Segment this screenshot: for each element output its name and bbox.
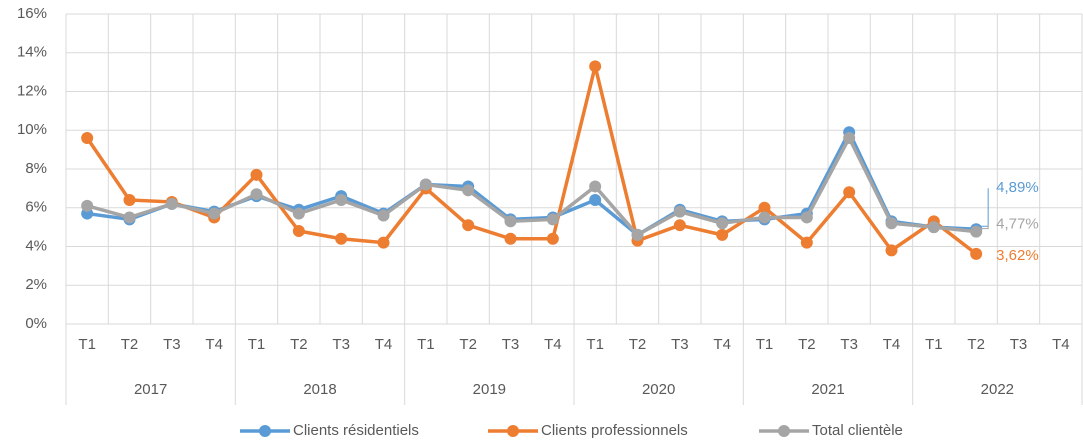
- data-point: [250, 168, 263, 181]
- data-point: [504, 215, 517, 228]
- data-point: [800, 236, 813, 249]
- y-tick-label: 10%: [17, 121, 47, 138]
- data-point: [758, 211, 771, 224]
- x-group-label: 2019: [473, 381, 506, 398]
- x-tick-label: T4: [375, 336, 393, 353]
- x-tick-label: T4: [544, 336, 562, 353]
- data-label: 4,77%: [996, 216, 1039, 233]
- data-point: [292, 225, 305, 237]
- data-label: 4,89%: [996, 179, 1039, 196]
- data-point: [504, 232, 517, 245]
- data-point: [292, 207, 305, 220]
- x-group-label: 2022: [981, 381, 1014, 398]
- x-tick-label: T4: [205, 336, 223, 353]
- data-point: [377, 209, 390, 222]
- data-point: [462, 219, 475, 232]
- data-point: [123, 211, 136, 224]
- x-tick-label: T2: [121, 336, 139, 353]
- data-point: [81, 132, 94, 144]
- data-point: [673, 219, 686, 232]
- data-point: [885, 217, 898, 230]
- y-tick-label: 14%: [17, 44, 47, 61]
- x-tick-label: T2: [798, 336, 816, 353]
- x-group-label: 2020: [642, 381, 675, 398]
- data-point: [335, 194, 348, 206]
- legend-label: Total clientèle: [812, 422, 903, 439]
- data-point: [885, 244, 898, 257]
- series-line: [85, 64, 978, 256]
- legend-label: Clients professionnels: [541, 422, 688, 439]
- x-group-label: 2021: [811, 381, 844, 398]
- leader-line: [980, 224, 989, 230]
- data-point: [673, 205, 686, 218]
- x-tick-label: T1: [78, 336, 96, 353]
- x-tick-label: T4: [713, 336, 731, 353]
- x-tick-label: T1: [248, 336, 266, 353]
- data-point: [589, 180, 602, 193]
- y-tick-label: 4%: [25, 237, 47, 254]
- data-point: [81, 199, 94, 212]
- data-point: [419, 178, 432, 191]
- x-tick-label: T2: [459, 336, 477, 353]
- data-point: [970, 247, 983, 260]
- data-point: [335, 232, 348, 245]
- data-point: [716, 228, 729, 241]
- x-tick-label: T1: [756, 336, 774, 353]
- data-point: [377, 236, 390, 249]
- data-point: [546, 232, 559, 245]
- x-tick-label: T3: [671, 336, 689, 353]
- data-point: [631, 228, 644, 241]
- data-point: [589, 60, 602, 73]
- data-point: [758, 201, 771, 214]
- legend-label: Clients résidentiels: [293, 422, 419, 439]
- data-point: [800, 211, 813, 224]
- x-tick-label: T1: [417, 336, 435, 353]
- series-line: [86, 136, 977, 237]
- y-tick-label: 6%: [25, 199, 47, 216]
- x-group-label: 2017: [134, 381, 167, 398]
- legend-marker: [259, 425, 271, 437]
- y-tick-label: 2%: [25, 276, 47, 293]
- x-tick-label: T3: [1010, 336, 1028, 353]
- x-tick-label: T4: [1052, 336, 1070, 353]
- x-tick-label: T2: [629, 336, 647, 353]
- legend-marker: [778, 425, 790, 437]
- legend-marker: [507, 425, 519, 437]
- x-group-label: 2018: [303, 381, 336, 398]
- data-point: [589, 194, 602, 206]
- data-point: [927, 221, 940, 234]
- x-tick-label: T3: [163, 336, 181, 353]
- x-tick-label: T3: [840, 336, 858, 353]
- y-tick-label: 12%: [17, 82, 47, 99]
- data-point: [208, 207, 221, 220]
- data-point: [165, 197, 178, 210]
- x-tick-label: T1: [925, 336, 943, 353]
- data-point: [970, 225, 983, 238]
- x-tick-label: T1: [586, 336, 604, 353]
- data-point: [250, 188, 263, 201]
- y-tick-label: 8%: [25, 160, 47, 177]
- data-point: [462, 184, 475, 197]
- data-point: [716, 217, 729, 230]
- data-point: [843, 132, 856, 144]
- x-tick-label: T4: [883, 336, 901, 353]
- data-point: [123, 194, 136, 206]
- x-tick-label: T2: [967, 336, 985, 353]
- x-tick-label: T2: [290, 336, 308, 353]
- y-tick-label: 16%: [17, 5, 47, 22]
- x-tick-label: T3: [332, 336, 350, 353]
- x-tick-label: T3: [502, 336, 520, 353]
- y-tick-label: 0%: [25, 315, 47, 332]
- data-label: 3,62%: [996, 247, 1039, 264]
- data-point: [546, 213, 559, 226]
- data-point: [843, 186, 856, 199]
